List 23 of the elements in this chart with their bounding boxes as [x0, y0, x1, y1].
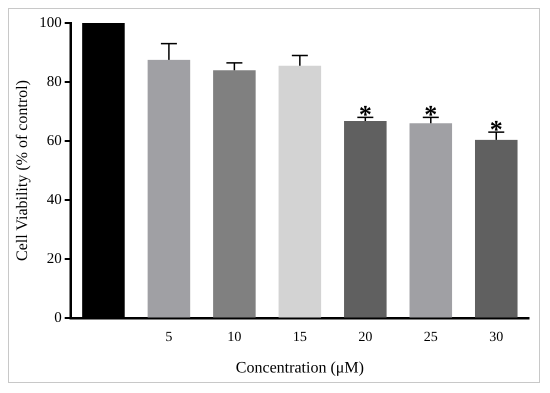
bar: [148, 60, 190, 318]
annotation: *: [490, 114, 503, 144]
x-tick-label: 30: [489, 330, 504, 346]
y-tick-label: 0: [54, 310, 62, 326]
x-axis-title: Concentration (μM): [236, 360, 364, 377]
y-tick-label: 100: [39, 14, 62, 31]
x-tick-label: 25: [424, 330, 438, 346]
y-tick-label: 40: [46, 192, 62, 208]
bar: [410, 123, 452, 318]
y-axis-title: Cell Viability (% of control): [14, 80, 31, 261]
bar: [474, 140, 518, 318]
x-tick-label: 10: [227, 330, 242, 346]
annotation: *: [358, 100, 372, 130]
y-tick-label: 60: [46, 132, 62, 149]
bar: [213, 70, 256, 318]
y-tick-label: 20: [46, 250, 62, 267]
x-tick-label: 5: [165, 330, 172, 346]
y-tick-label: 80: [46, 74, 62, 90]
bar: [278, 66, 322, 318]
x-tick-label: 20: [358, 330, 372, 346]
bar: [344, 120, 387, 318]
annotation: *: [424, 100, 438, 130]
x-tick-label: 15: [292, 330, 307, 346]
